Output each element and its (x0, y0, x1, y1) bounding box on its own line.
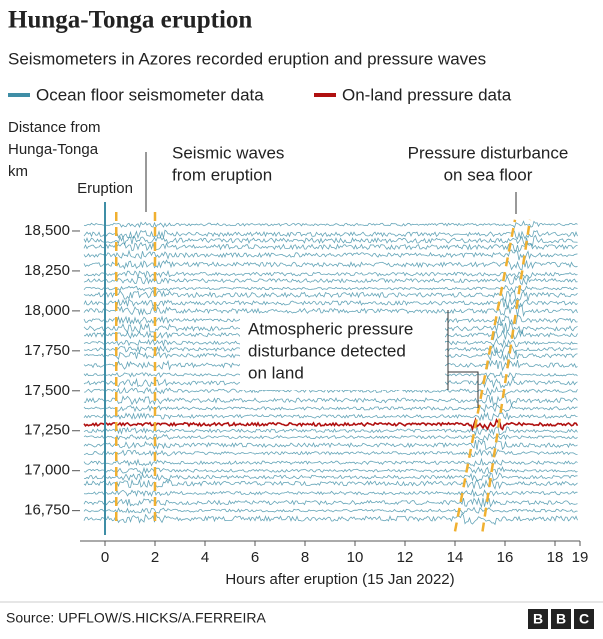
seismometer-trace (83, 394, 578, 408)
x-tick-label: 18 (547, 549, 564, 566)
chart-title: Hunga-Tonga eruption (8, 7, 252, 34)
annotation-box (240, 318, 445, 390)
x-tick-label: 0 (101, 549, 109, 566)
y-tick-label: 18,250 (24, 262, 70, 279)
seismometer-trace (83, 249, 578, 261)
seismometer-trace (83, 506, 578, 515)
pressure-front-line (453, 219, 517, 532)
y-tick-label: 18,500 (24, 222, 70, 239)
seismometer-trace (83, 478, 578, 490)
annotation-leader (447, 310, 479, 408)
seismometer-trace (83, 275, 578, 286)
seismometer-trace (83, 457, 578, 467)
annotation: from eruption (172, 165, 272, 184)
seismometer-trace (83, 448, 578, 458)
seismometer-trace (83, 411, 578, 422)
seismometer-trace (83, 472, 578, 482)
y-tick-label: 17,500 (24, 382, 70, 399)
seismometer-trace (83, 513, 578, 526)
seismometer-trace (83, 220, 578, 229)
y-axis-label: km (8, 163, 28, 180)
seismometer-trace (83, 386, 578, 396)
svg-text:C: C (579, 611, 589, 627)
chart-subtitle: Seismometers in Azores recorded eruption… (8, 49, 486, 68)
annotation: disturbance detected (248, 341, 406, 360)
y-tick-label: 17,750 (24, 342, 70, 359)
pressure-trace (83, 416, 579, 432)
x-tick-label: 16 (497, 549, 514, 566)
seismometer-trace (83, 269, 578, 279)
annotation: Seismic waves (172, 143, 284, 162)
annotation: on land (248, 363, 304, 382)
x-tick-label: 10 (347, 549, 364, 566)
y-tick-label: 17,000 (24, 462, 70, 479)
seismometer-trace (83, 432, 578, 442)
svg-text:B: B (533, 611, 543, 627)
x-tick-label: 8 (301, 549, 309, 566)
legend-label: On-land pressure data (342, 85, 512, 104)
seismometer-trace (83, 228, 578, 240)
legend-label: Ocean floor seismometer data (36, 85, 264, 104)
x-tick-label: 2 (151, 549, 159, 566)
x-axis-label: Hours after eruption (15 Jan 2022) (225, 571, 454, 588)
seismometer-trace (83, 466, 578, 476)
y-tick-label: 17,250 (24, 422, 70, 439)
seismometer-trace (83, 258, 578, 271)
svg-text:B: B (556, 611, 566, 627)
y-tick-label: 16,750 (24, 502, 70, 519)
seismometer-trace (83, 426, 578, 437)
annotation: Atmospheric pressure (248, 319, 413, 338)
x-tick-label: 4 (201, 549, 209, 566)
x-tick-label: 14 (447, 549, 464, 566)
x-tick-label: 12 (397, 549, 414, 566)
seismometer-trace (83, 289, 578, 302)
annotation: Eruption (77, 180, 133, 197)
source: Source: UPFLOW/S.HICKS/A.FERREIRA (6, 610, 266, 626)
annotation: Pressure disturbance (408, 143, 569, 162)
seismometer-trace (83, 304, 578, 317)
seismometer-trace (83, 488, 578, 498)
y-axis-label: Hunga-Tonga (8, 141, 99, 158)
pressure-front-line (481, 219, 532, 532)
seismometer-trace (83, 439, 578, 451)
seismometer-trace (83, 234, 578, 247)
annotation: on sea floor (444, 165, 533, 184)
seismometer-trace (83, 297, 578, 310)
seismometer-trace (83, 403, 578, 414)
seismometer-trace (83, 497, 578, 509)
seismometer-trace (83, 240, 578, 253)
x-tick-label: 19 (572, 549, 589, 566)
x-tick-label: 6 (251, 549, 259, 566)
y-tick-label: 18,000 (24, 302, 70, 319)
seismometer-trace (83, 285, 578, 292)
y-axis-label: Distance from (8, 119, 101, 136)
bbc-logo: B B C (528, 609, 594, 629)
